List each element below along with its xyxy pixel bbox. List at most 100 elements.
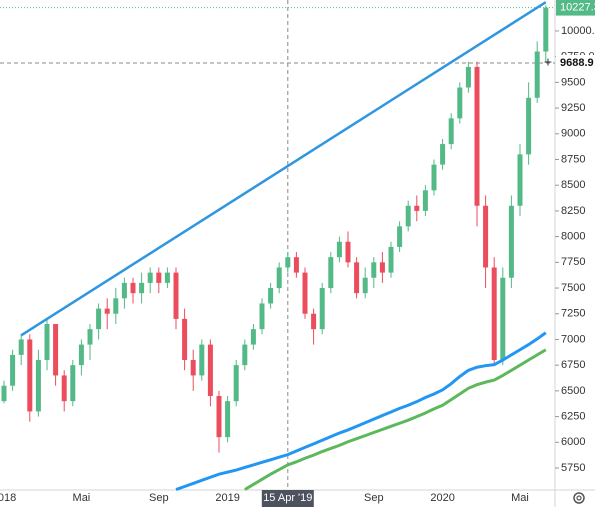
y-tick-label: 9250 [561,102,585,114]
candle-body [500,277,506,361]
candle-body [61,375,67,402]
candle-body [371,262,377,278]
y-tick-label: 8750 [561,153,585,165]
candle-body [302,272,308,314]
y-tick-label: 5750 [561,462,585,474]
y-tick-label: 7000 [561,333,585,345]
y-tick-label: 6250 [561,410,585,422]
candle-body [216,396,222,438]
candle-body [207,344,213,397]
candle-body [285,257,291,268]
candle-body [130,282,136,294]
gear-hub[interactable] [576,495,582,501]
candle-body [139,282,145,294]
candle-body [53,324,59,376]
candle-body [35,360,41,412]
candle-body [104,308,110,314]
crosshair-time-label: 15 Apr '19 [263,492,312,504]
candle-body [474,66,480,206]
candle-body [44,324,50,361]
last-price-label: 10227.3 [560,1,595,13]
candle-body [164,272,170,283]
candle-body [354,262,360,294]
crosshair-price-label: 9688.9 [560,57,594,69]
candle-body [311,313,317,330]
candle-body [362,277,368,294]
candle-body [10,354,16,386]
candle-body [96,308,102,330]
y-tick-label: 6000 [561,436,585,448]
candle-body [233,365,239,402]
candle-body [379,262,385,273]
candle-body [517,154,523,206]
moving-average [175,331,547,492]
candle-body [70,365,76,402]
candle-body [173,272,179,319]
candle-body [397,226,403,247]
candle-body [250,329,256,345]
candle-body [336,241,342,258]
candle-body [268,288,274,304]
y-tick-label: 10000.0 [561,25,595,37]
candle-body [87,329,93,345]
candle-body [225,401,231,438]
x-tick-label: Sep [364,492,384,504]
candle-body [259,303,265,330]
y-tick-label: 9000 [561,128,585,140]
x-tick-label: Mai [511,492,529,504]
last-price-badge [556,0,595,16]
crosshair-plus: + [544,54,552,70]
trend-line [20,1,547,337]
candle-body [388,246,394,273]
candle-body [113,298,119,314]
candle-body [156,272,162,283]
candle-body [147,272,153,283]
candle-body [508,205,514,278]
x-tick-label: 2020 [430,492,454,504]
candle-body [293,257,299,273]
candle-body [121,282,127,299]
candle-body [431,164,437,191]
y-tick-label: 9500 [561,76,585,88]
candle-body [543,7,549,52]
candle-body [27,339,33,412]
settings-icon[interactable] [573,492,585,504]
x-tick-label: Sep [149,492,169,504]
crosshair-price-badge [556,54,595,71]
candle-body [526,97,532,155]
y-tick-label: 8500 [561,179,585,191]
y-tick-label: 7500 [561,282,585,294]
y-tick-label: 8250 [561,205,585,217]
candle-body [448,118,454,145]
candle-body [182,318,188,361]
y-tick-label: 6500 [561,385,585,397]
moving-average [244,348,547,491]
x-tick-label: Mai [73,492,91,504]
candle-body [199,344,205,376]
y-tick-label: 6750 [561,359,585,371]
y-tick-label: 8000 [561,231,585,243]
candle-body [319,288,325,330]
candle-body [345,241,351,263]
candle-body [422,190,428,211]
candle-body [190,360,196,376]
candle-body [491,267,497,361]
candle-body [18,339,24,355]
candle-body [1,385,7,402]
y-tick-label: 7750 [561,256,585,268]
candle-body [414,205,420,211]
candle-body [328,257,334,289]
candle-body [483,205,489,268]
crosshair-time-badge [261,490,314,507]
candle-body [405,205,411,227]
candle-body [465,66,471,88]
candle-body [440,144,446,165]
candle-body [534,51,540,98]
gear[interactable] [573,492,585,504]
candle-body [242,344,248,366]
candle-body [78,344,84,366]
candle-body [276,267,282,289]
y-tick-label: 7250 [561,308,585,320]
